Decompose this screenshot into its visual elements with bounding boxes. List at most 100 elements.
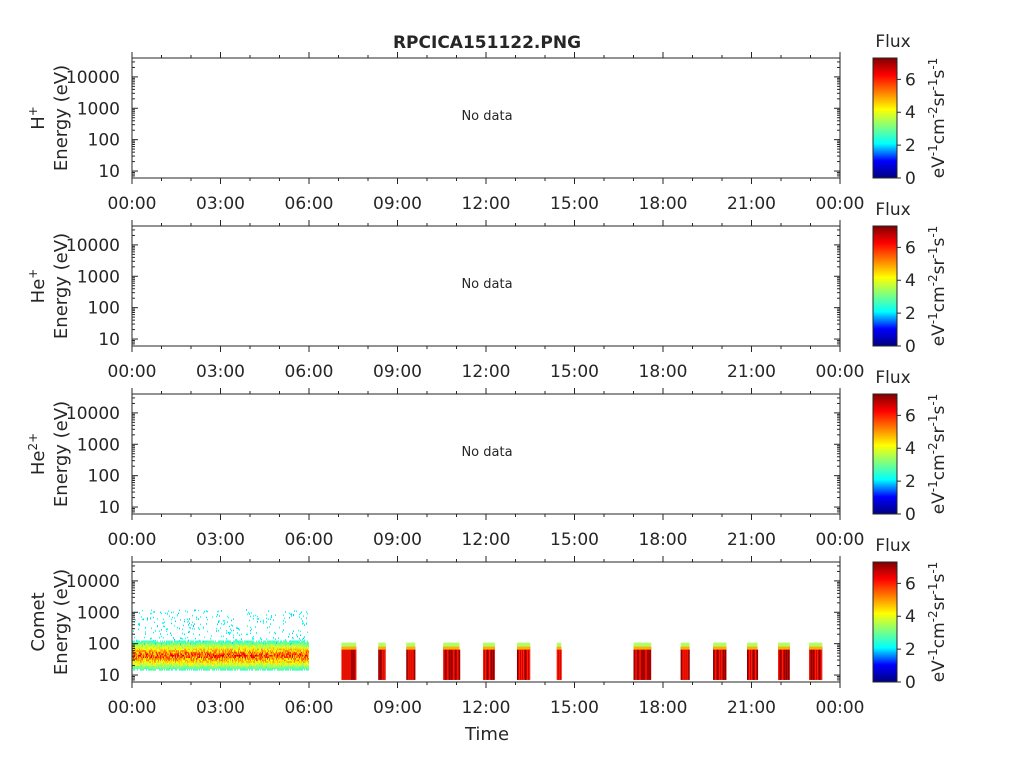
flux-cell (145, 645, 146, 648)
flux-cell (191, 664, 192, 666)
flux-cell (234, 643, 235, 646)
flux-cell (298, 654, 299, 657)
flux-cell (266, 646, 267, 649)
flux-cell (226, 649, 227, 652)
flux-cell (288, 667, 289, 670)
flux-speckle (299, 613, 300, 616)
flux-speckle (151, 612, 152, 615)
flux-speckle (228, 631, 229, 634)
flux-cell (165, 649, 166, 652)
flux-cell (287, 657, 288, 660)
flux-cell (302, 665, 303, 668)
flux-cell (134, 657, 135, 660)
flux-cell (209, 653, 210, 655)
flux-cell (228, 660, 229, 663)
flux-cell (136, 667, 137, 670)
flux-speckle (161, 612, 162, 615)
flux-cell (303, 651, 304, 654)
flux-cell (203, 659, 204, 662)
flux-cell (198, 645, 199, 648)
flux-speckle (271, 615, 272, 618)
flux-cell (140, 642, 141, 644)
flux-cell (274, 664, 275, 666)
flux-cell (285, 665, 286, 668)
flux-cell (143, 643, 144, 646)
flux-cell (187, 654, 188, 657)
flux-cell (144, 648, 145, 651)
flux-cell (283, 654, 284, 657)
flux-cell (231, 646, 232, 649)
flux-cell (214, 659, 215, 662)
flux-cell (203, 656, 204, 659)
flux-cell (236, 654, 237, 657)
flux-cell (185, 643, 186, 646)
flux-cell (256, 660, 257, 663)
flux-cell (222, 640, 223, 643)
burst-stripe (384, 649, 386, 680)
flux-cell (272, 660, 273, 663)
flux-cell (307, 648, 308, 651)
flux-cell (227, 657, 228, 660)
flux-cell (160, 646, 161, 649)
flux-cell (199, 649, 200, 652)
flux-cell (138, 667, 139, 670)
flux-cell (155, 651, 156, 654)
flux-cell (296, 643, 297, 646)
flux-cell (241, 668, 242, 671)
flux-cell (296, 667, 297, 670)
flux-cell (217, 643, 218, 646)
flux-cell (218, 651, 219, 654)
flux-cell (138, 659, 139, 662)
flux-cell (277, 646, 278, 649)
flux-cell (273, 648, 274, 651)
flux-cell (189, 653, 190, 655)
flux-cell (275, 645, 276, 648)
flux-cell (232, 657, 233, 660)
flux-cell (249, 667, 250, 670)
flux-cell (161, 649, 162, 652)
flux-cell (172, 649, 173, 652)
flux-cell (305, 646, 306, 649)
burst-stripe (819, 649, 821, 680)
flux-cell (171, 643, 172, 646)
flux-cell (307, 653, 308, 655)
flux-cell (158, 654, 159, 657)
flux-cell (166, 649, 167, 652)
flux-cell (189, 649, 190, 652)
flux-cell (141, 657, 142, 660)
flux-cell (293, 643, 294, 646)
flux-cell (206, 656, 207, 659)
flux-cell (140, 659, 141, 662)
burst-1 (341, 642, 357, 680)
flux-cell (162, 645, 163, 648)
flux-cell (304, 646, 305, 649)
flux-cell (227, 668, 228, 671)
flux-cell (158, 646, 159, 649)
flux-cell (167, 656, 168, 659)
flux-cell (222, 660, 223, 663)
burst-stripe (647, 649, 649, 680)
flux-cell (179, 667, 180, 670)
flux-cell (249, 651, 250, 654)
y-axis-label-charge: + (26, 269, 40, 279)
flux-cell (170, 653, 171, 655)
flux-cell (277, 648, 278, 651)
flux-speckle (273, 637, 274, 639)
flux-cell (216, 646, 217, 649)
flux-cell (282, 659, 283, 662)
flux-cell (294, 665, 295, 668)
flux-cell (292, 648, 293, 651)
flux-cell (277, 657, 278, 660)
flux-cell (221, 656, 222, 659)
flux-cell (297, 664, 298, 666)
flux-cell (212, 643, 213, 646)
flux-cell (266, 665, 267, 668)
flux-cell (293, 660, 294, 663)
flux-cell (218, 667, 219, 670)
flux-cell (164, 643, 165, 646)
flux-cell (259, 662, 260, 665)
flux-cell (189, 654, 190, 657)
flux-cell (162, 651, 163, 654)
flux-speckle (206, 616, 207, 619)
burst-stripe (447, 649, 449, 680)
